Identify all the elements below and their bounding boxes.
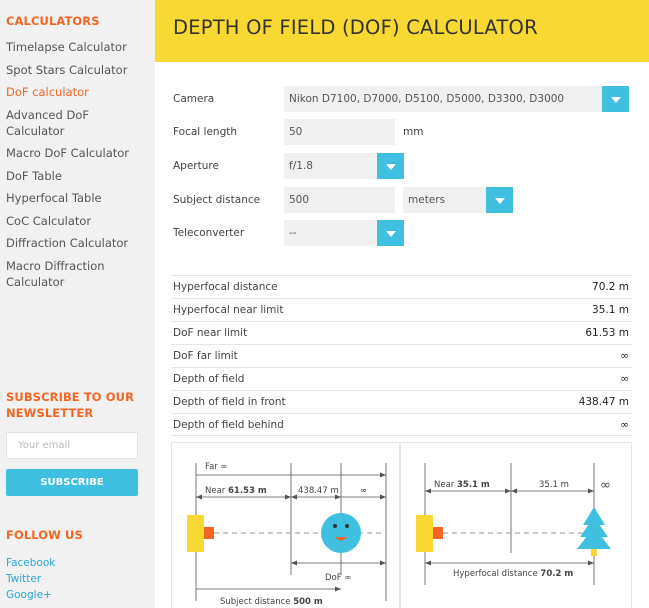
sidebar-item-dof-table[interactable]: DoF Table bbox=[6, 168, 62, 183]
distance-unit-value: meters bbox=[408, 194, 446, 206]
mid-value: 35.1 m bbox=[539, 480, 569, 490]
subscribe-heading: SUBSCRIBE TO OUR NEWSLETTER bbox=[6, 390, 135, 420]
focal-length-unit: mm bbox=[403, 126, 424, 138]
hyperfocal-distance-text: Hyperfocal distance 70.2 m bbox=[453, 569, 573, 579]
sidebar: CALCULATORS Timelapse Calculator Spot St… bbox=[0, 0, 155, 608]
teleconverter-select-value: -- bbox=[289, 227, 297, 239]
lens-icon bbox=[204, 527, 214, 539]
result-label: DoF near limit bbox=[173, 327, 248, 339]
page-header: DEPTH OF FIELD (DOF) CALCULATOR bbox=[155, 0, 649, 62]
result-label: Depth of field bbox=[173, 373, 245, 385]
focal-length-label: Focal length bbox=[173, 126, 238, 138]
camera-select[interactable]: Nikon D7100, D7000, D5100, D5000, D3300,… bbox=[284, 86, 629, 112]
teleconverter-select[interactable]: -- bbox=[284, 220, 404, 246]
sidebar-item-hyperfocal-table[interactable]: Hyperfocal Table bbox=[6, 191, 102, 205]
camera-select-value: Nikon D7100, D7000, D5100, D5000, D3300,… bbox=[289, 93, 565, 105]
table-row: Depth of field ∞ bbox=[171, 367, 632, 390]
chevron-down-icon[interactable] bbox=[377, 153, 404, 179]
distance-unit-select[interactable]: meters bbox=[403, 187, 513, 213]
sidebar-item-timelapse[interactable]: Timelapse Calculator bbox=[6, 40, 127, 54]
near-label: Near 61.53 m bbox=[205, 486, 267, 496]
result-label: DoF far limit bbox=[173, 350, 238, 362]
camera-icon bbox=[416, 515, 433, 552]
smiley-face-icon bbox=[321, 513, 361, 553]
result-value: 61.53 m bbox=[585, 327, 629, 339]
chevron-down-icon[interactable] bbox=[377, 220, 404, 246]
dof-diagram: Far ∞ Near 61.53 m 438.47 m ∞ DoF ∞ Subj… bbox=[187, 462, 387, 607]
lens-icon bbox=[433, 527, 443, 539]
result-value: ∞ bbox=[620, 419, 629, 431]
sidebar-item-coc[interactable]: CoC Calculator bbox=[6, 213, 92, 228]
twitter-link[interactable]: Twitter bbox=[6, 572, 42, 585]
sidebar-item-diffraction[interactable]: Diffraction Calculator bbox=[6, 236, 129, 250]
focal-length-input[interactable]: 50 bbox=[284, 119, 395, 145]
calculators-heading: CALCULATORS bbox=[6, 14, 100, 28]
subscribe-button[interactable]: SUBSCRIBE bbox=[6, 469, 138, 496]
result-value: ∞ bbox=[620, 373, 629, 385]
result-value: ∞ bbox=[620, 350, 629, 362]
facebook-link[interactable]: Facebook bbox=[6, 557, 56, 569]
calculators-list: Timelapse Calculator Spot Stars Calculat… bbox=[6, 39, 151, 296]
hyperfocal-diagram: Near 35.1 m 35.1 m ∞ Hyperfocal distance… bbox=[416, 463, 611, 585]
follow-links: Facebook Twitter Google+ bbox=[6, 556, 55, 603]
email-input[interactable]: Your email bbox=[6, 432, 138, 459]
result-label: Hyperfocal near limit bbox=[173, 304, 284, 316]
table-row: DoF far limit ∞ bbox=[171, 344, 632, 367]
dof-diagram-panel: Far ∞ Near 61.53 m 438.47 m ∞ DoF ∞ Subj… bbox=[171, 442, 400, 608]
page-title: DEPTH OF FIELD (DOF) CALCULATOR bbox=[173, 16, 538, 39]
tree-icon bbox=[577, 507, 611, 556]
result-value: 70.2 m bbox=[592, 281, 629, 293]
result-label: Depth of field in front bbox=[173, 396, 286, 408]
dof-label: DoF ∞ bbox=[325, 573, 351, 583]
table-row: Depth of field behind ∞ bbox=[171, 413, 632, 436]
behind-value: ∞ bbox=[360, 486, 367, 496]
aperture-label: Aperture bbox=[173, 160, 219, 172]
table-row: DoF near limit 61.53 m bbox=[171, 321, 632, 344]
chevron-down-icon[interactable] bbox=[602, 86, 629, 112]
subject-distance-label: Subject distance bbox=[173, 194, 261, 206]
camera-icon bbox=[187, 515, 204, 552]
far-label: Far ∞ bbox=[205, 462, 228, 472]
infinity-value: ∞ bbox=[600, 478, 611, 493]
result-value: 35.1 m bbox=[592, 304, 629, 316]
teleconverter-label: Teleconverter bbox=[173, 227, 245, 239]
result-label: Hyperfocal distance bbox=[173, 281, 278, 293]
aperture-select[interactable]: f/1.8 bbox=[284, 153, 404, 179]
subject-distance-text: Subject distance 500 m bbox=[220, 597, 323, 607]
hyperfocal-diagram-panel: Near 35.1 m 35.1 m ∞ Hyperfocal distance… bbox=[400, 442, 632, 608]
result-label: Depth of field behind bbox=[173, 419, 284, 431]
sidebar-item-dof[interactable]: DoF calculator bbox=[6, 85, 89, 99]
subject-distance-input[interactable]: 500 bbox=[284, 187, 395, 213]
front-value: 438.47 m bbox=[298, 486, 339, 496]
sidebar-item-spot-stars[interactable]: Spot Stars Calculator bbox=[6, 62, 128, 77]
near-label: Near 35.1 m bbox=[434, 480, 490, 490]
chevron-down-icon[interactable] bbox=[486, 187, 513, 213]
table-row: Depth of field in front 438.47 m bbox=[171, 390, 632, 413]
table-row: Hyperfocal near limit 35.1 m bbox=[171, 298, 632, 321]
table-row: Hyperfocal distance 70.2 m bbox=[171, 275, 632, 298]
google-plus-link[interactable]: Google+ bbox=[6, 588, 52, 601]
result-value: 438.47 m bbox=[578, 396, 629, 408]
aperture-select-value: f/1.8 bbox=[289, 160, 313, 172]
results-table: Hyperfocal distance 70.2 m Hyperfocal ne… bbox=[171, 275, 632, 436]
sidebar-item-macro-diffraction[interactable]: Macro Diffraction Calculator bbox=[6, 258, 105, 289]
camera-label: Camera bbox=[173, 93, 215, 105]
sidebar-item-advanced-dof[interactable]: Advanced DoF Calculator bbox=[6, 107, 89, 138]
follow-heading: FOLLOW US bbox=[6, 528, 83, 542]
sidebar-item-macro-dof[interactable]: Macro DoF Calculator bbox=[6, 146, 130, 160]
